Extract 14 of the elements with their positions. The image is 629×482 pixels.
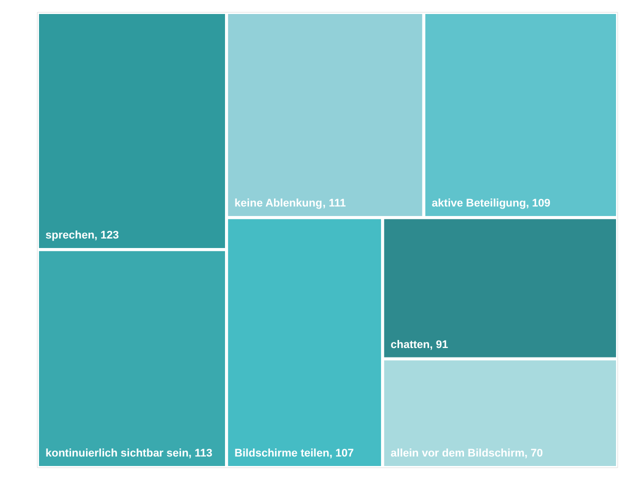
data-label: , 113: [188, 448, 212, 460]
category-label: aktive Beteiligung: [432, 198, 526, 210]
category-label: Bildschirme teilen: [234, 448, 330, 460]
data-label: , 123: [94, 230, 119, 242]
data-label: , 91: [430, 338, 448, 351]
data-label: , 107: [329, 448, 354, 460]
category-label: keine Ablenkung: [234, 198, 322, 210]
data-label: , 70: [524, 448, 543, 460]
category-label: sprechen: [46, 230, 95, 242]
data-label: , 111: [322, 198, 346, 210]
category-label: kontinuierlich sichtbar sein: [46, 448, 189, 460]
data-label: , 109: [526, 198, 550, 210]
category-label: chatten: [390, 338, 430, 351]
category-label: allein vor dem Bildschirm: [390, 448, 525, 460]
